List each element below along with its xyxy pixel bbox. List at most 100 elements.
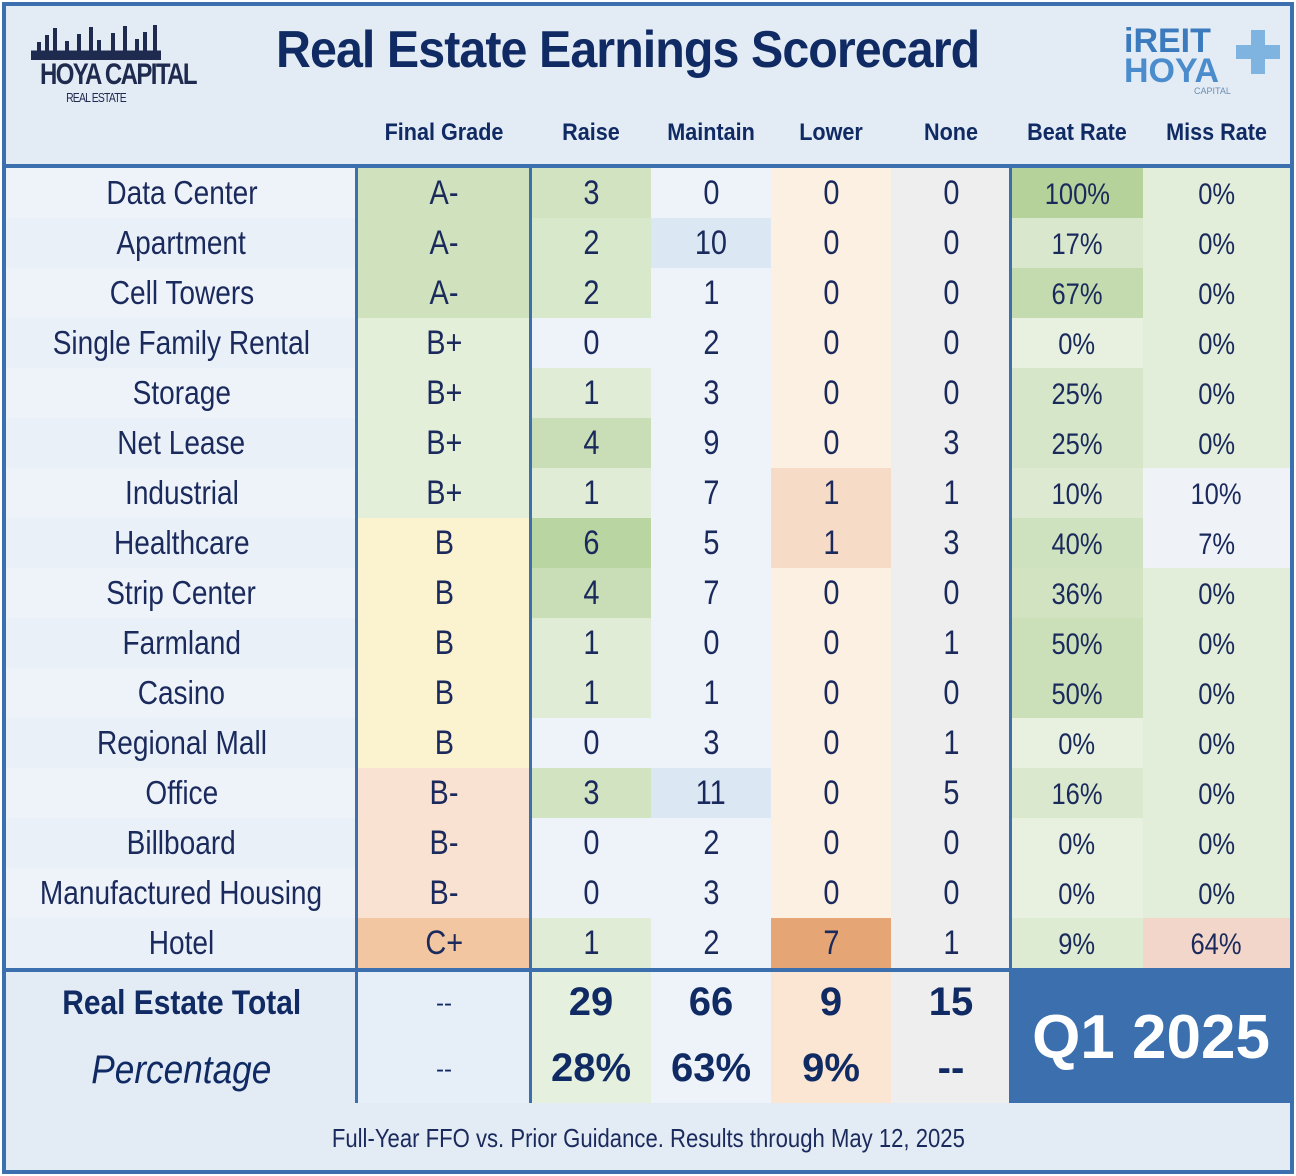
cell-lower: 7 bbox=[771, 918, 891, 968]
table-row: Storage B+ 1 3 0 0 25% 0% bbox=[6, 368, 1290, 418]
table-row: Data Center A- 3 0 0 0 100% 0% bbox=[6, 168, 1290, 218]
cell-grade: B bbox=[357, 718, 531, 768]
ireit-hoya-logo: iREIT HOYA CAPITAL bbox=[1124, 24, 1284, 96]
sector-name: Single Family Rental bbox=[52, 324, 311, 361]
sector-name: Manufactured Housing bbox=[40, 874, 323, 911]
cell-raise: 1 bbox=[531, 468, 651, 518]
cell-grade: A- bbox=[357, 168, 531, 218]
cell-none: 3 bbox=[891, 418, 1011, 468]
divider bbox=[355, 168, 358, 1103]
total-maintain: 66 bbox=[688, 980, 734, 1024]
cell-beat: 25% bbox=[1011, 368, 1143, 418]
sector-name: Storage bbox=[132, 374, 231, 411]
total-lower: 9 bbox=[819, 980, 843, 1024]
sector-name: Casino bbox=[137, 674, 226, 711]
column-header-lower: Lower bbox=[799, 119, 863, 146]
table-row: Industrial B+ 1 7 1 1 10% 10% bbox=[6, 468, 1290, 518]
cell-grade: A- bbox=[357, 268, 531, 318]
cell-miss: 10% bbox=[1143, 468, 1290, 518]
cell-maintain: 1 bbox=[651, 668, 771, 718]
cell-beat: 0% bbox=[1011, 818, 1143, 868]
cell-none: 0 bbox=[891, 218, 1011, 268]
cell-raise: 2 bbox=[531, 268, 651, 318]
cell-raise: 0 bbox=[531, 318, 651, 368]
column-header-raise: Raise bbox=[562, 119, 620, 146]
cell-lower: 0 bbox=[771, 818, 891, 868]
sector-name: Regional Mall bbox=[96, 724, 267, 761]
totals-section: Real Estate Total Percentage -- -- 29 28% 66 63… bbox=[6, 968, 1290, 1103]
column-header-beat: Beat Rate bbox=[1027, 119, 1127, 146]
page-title: Real Estate Earnings Scorecard bbox=[276, 21, 980, 79]
cell-grade: B- bbox=[357, 818, 531, 868]
cell-lower: 0 bbox=[771, 618, 891, 668]
cell-lower: 0 bbox=[771, 668, 891, 718]
cell-grade: B bbox=[357, 568, 531, 618]
cell-miss: 0% bbox=[1143, 318, 1290, 368]
cell-raise: 1 bbox=[531, 918, 651, 968]
cell-lower: 0 bbox=[771, 868, 891, 918]
percentage-grade: -- bbox=[436, 1056, 452, 1083]
cell-lower: 1 bbox=[771, 468, 891, 518]
table-row: Apartment A- 2 10 0 0 17% 0% bbox=[6, 218, 1290, 268]
cell-raise: 4 bbox=[531, 568, 651, 618]
table-row: Net Lease B+ 4 9 0 3 25% 0% bbox=[6, 418, 1290, 468]
cell-miss: 0% bbox=[1143, 168, 1290, 218]
footer-text: Full-Year FFO vs. Prior Guidance. Result… bbox=[331, 1123, 965, 1153]
cell-grade: B- bbox=[357, 868, 531, 918]
cell-grade: B bbox=[357, 518, 531, 568]
sector-name: Apartment bbox=[116, 224, 247, 261]
column-header-miss: Miss Rate bbox=[1166, 119, 1267, 146]
cell-raise: 6 bbox=[531, 518, 651, 568]
total-grade: -- bbox=[436, 990, 452, 1017]
cell-beat: 0% bbox=[1011, 868, 1143, 918]
totals-label: Real Estate Total bbox=[62, 984, 301, 1022]
cell-grade: B- bbox=[357, 768, 531, 818]
cell-none: 1 bbox=[891, 618, 1011, 668]
sector-name: Hotel bbox=[148, 924, 215, 961]
sector-name: Farmland bbox=[122, 624, 241, 661]
cell-none: 0 bbox=[891, 368, 1011, 418]
cell-maintain: 7 bbox=[651, 468, 771, 518]
cell-miss: 0% bbox=[1143, 618, 1290, 668]
table-row: Regional Mall B 0 3 0 1 0% 0% bbox=[6, 718, 1290, 768]
table-row: Office B- 3 11 0 5 16% 0% bbox=[6, 768, 1290, 818]
cell-maintain: 1 bbox=[651, 268, 771, 318]
cell-miss: 0% bbox=[1143, 568, 1290, 618]
cell-lower: 0 bbox=[771, 168, 891, 218]
cell-lower: 0 bbox=[771, 318, 891, 368]
cell-none: 0 bbox=[891, 868, 1011, 918]
cell-raise: 2 bbox=[531, 218, 651, 268]
sector-name: Healthcare bbox=[113, 524, 250, 561]
cell-maintain: 2 bbox=[651, 818, 771, 868]
cell-grade: B+ bbox=[357, 468, 531, 518]
cell-lower: 0 bbox=[771, 718, 891, 768]
cell-miss: 0% bbox=[1143, 868, 1290, 918]
sector-name: Data Center bbox=[105, 174, 258, 211]
cell-none: 0 bbox=[891, 268, 1011, 318]
cell-beat: 40% bbox=[1011, 518, 1143, 568]
cell-none: 0 bbox=[891, 818, 1011, 868]
table-row: Cell Towers A- 2 1 0 0 67% 0% bbox=[6, 268, 1290, 318]
table-row: Casino B 1 1 0 0 50% 0% bbox=[6, 668, 1290, 718]
cell-maintain: 0 bbox=[651, 168, 771, 218]
column-header-none: None bbox=[924, 119, 978, 146]
cell-beat: 0% bbox=[1011, 718, 1143, 768]
table-row: Farmland B 1 0 0 1 50% 0% bbox=[6, 618, 1290, 668]
cell-miss: 0% bbox=[1143, 818, 1290, 868]
cell-maintain: 11 bbox=[651, 768, 771, 818]
cell-beat: 10% bbox=[1011, 468, 1143, 518]
cell-grade: B+ bbox=[357, 318, 531, 368]
hoya-capital-logo: HOYA CAPITAL REAL ESTATE bbox=[26, 25, 198, 105]
cell-raise: 1 bbox=[531, 668, 651, 718]
table-row: Manufactured Housing B- 0 3 0 0 0% 0% bbox=[6, 868, 1290, 918]
cell-none: 5 bbox=[891, 768, 1011, 818]
cell-maintain: 3 bbox=[651, 718, 771, 768]
cell-maintain: 3 bbox=[651, 868, 771, 918]
cell-miss: 0% bbox=[1143, 218, 1290, 268]
table-row: Billboard B- 0 2 0 0 0% 0% bbox=[6, 818, 1290, 868]
cell-lower: 0 bbox=[771, 218, 891, 268]
period-badge: Q1 2025 bbox=[1012, 972, 1290, 1103]
cell-grade: C+ bbox=[357, 918, 531, 968]
cell-none: 0 bbox=[891, 318, 1011, 368]
